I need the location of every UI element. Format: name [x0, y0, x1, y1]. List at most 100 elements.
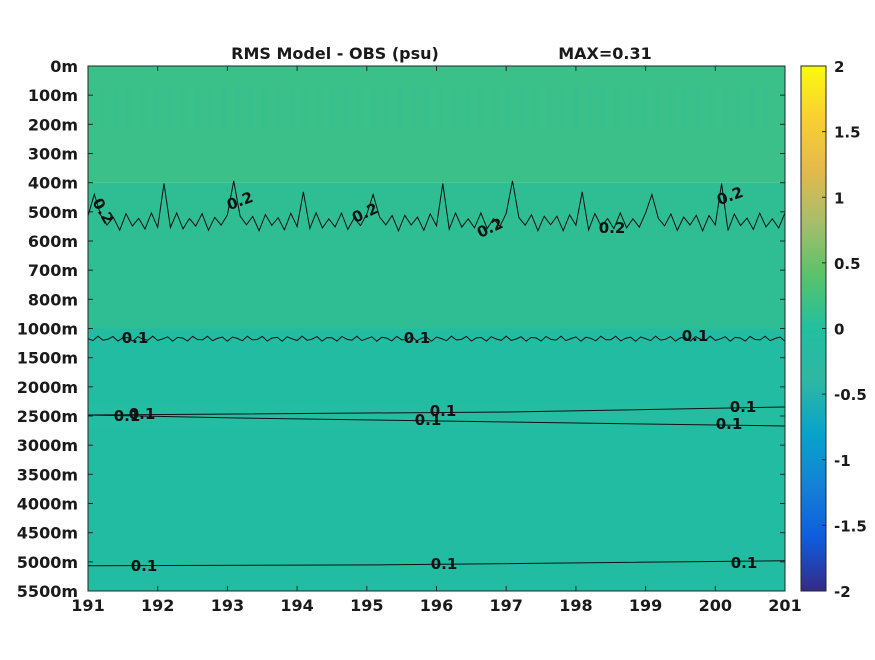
field-streak [479, 88, 484, 130]
contour-label-0.2: 0.2 [599, 219, 626, 237]
field-streak [181, 88, 186, 130]
contour-label-0.2-group: 0.2 [599, 219, 626, 237]
contour-label-0.1-mid-a-group: 0.1 [430, 402, 457, 420]
x-tick-label: 200 [699, 596, 732, 615]
field-streak [452, 88, 457, 130]
contour-0.1-mid-b [87, 414, 786, 427]
contour-label-0.1-mid-b-group: 0.1 [415, 411, 442, 429]
field-streak [600, 88, 605, 130]
field-streak [533, 88, 538, 130]
y-tick-label: 4500m [17, 524, 78, 543]
field-streak [587, 88, 592, 130]
chart-title: RMS Model - OBS (psu) [231, 44, 439, 63]
contour-label-0.1-deep: 0.1 [131, 557, 158, 575]
field-streak [343, 88, 348, 130]
field-streak [668, 88, 673, 130]
field-streak [424, 88, 429, 130]
y-tick-label: 4000m [17, 495, 78, 514]
field-streak [695, 88, 700, 130]
contour-label-0.1-upper: 0.1 [682, 327, 709, 345]
y-tick-label: 700m [28, 261, 78, 280]
axes: 0m 100m 200m 300m 400m 500m 600m 700m 800m 1000m 1… [17, 57, 802, 615]
field-streak [370, 88, 375, 130]
contour-label-0.1-deep: 0.1 [731, 554, 758, 572]
contour-label-0.1-mid-b: 0.1 [716, 415, 743, 433]
max-label: MAX=0.31 [558, 44, 652, 63]
field-streak [682, 88, 687, 130]
contour-label-0.1-deep: 0.1 [431, 555, 458, 573]
y-tick-label: 100m [28, 86, 78, 105]
y-tick-label: 600m [28, 232, 78, 251]
colorbar-tick-label: 1 [834, 189, 844, 207]
colorbar-tick-label: -1.5 [834, 517, 867, 535]
field-streak [194, 88, 199, 130]
y-tick-label: 1000m [17, 320, 78, 339]
colorbar-tick-label: 0 [834, 321, 844, 339]
colorbar-tick-label: 0.5 [834, 255, 861, 273]
field-streak [736, 88, 741, 130]
colorbar-tick-label: -0.5 [834, 386, 867, 404]
field-streak [262, 88, 267, 130]
contour-label-0.1-mid-a: 0.1 [129, 405, 156, 423]
y-tick-label: 300m [28, 145, 78, 164]
y-tick-label: 400m [28, 174, 78, 193]
y-tick-label: 500m [28, 203, 78, 222]
x-tick-label: 194 [280, 596, 313, 615]
contour-label-0.1-deep-group: 0.1 [131, 557, 158, 575]
contour-label-0.1-upper-group: 0.1 [404, 329, 431, 347]
contour-label-0.1-deep-group: 0.1 [431, 555, 458, 573]
x-tick-label: 198 [559, 596, 592, 615]
contour-label-0.1-mid-a-group: 0.1 [129, 405, 156, 423]
x-tick-label: 201 [768, 596, 801, 615]
y-tick-label: 3500m [17, 465, 78, 484]
x-tick-label: 199 [629, 596, 662, 615]
y-tick-label: 3000m [17, 436, 78, 455]
field-streak [208, 88, 213, 130]
field-streak [316, 88, 321, 130]
plot-area [88, 66, 785, 591]
field-streak [384, 88, 389, 130]
field-band [88, 66, 785, 183]
field-streak [411, 88, 416, 130]
x-tick-label: 191 [71, 596, 104, 615]
contour-label-0.1-upper-group: 0.1 [682, 327, 709, 345]
contour-label-0.1-mid-a: 0.1 [730, 398, 757, 416]
contour-label-0.1-deep-group: 0.1 [731, 554, 758, 572]
contour-0.1-upper [87, 335, 786, 342]
field-streak [276, 88, 281, 130]
y-tick-label: 2500m [17, 407, 78, 426]
y-tick-label: 800m [28, 290, 78, 309]
contour-0.2 [87, 180, 786, 233]
field-streak [465, 88, 470, 130]
y-tick-label: 5000m [17, 553, 78, 572]
field-band [88, 328, 785, 591]
field-streak [235, 88, 240, 130]
x-tick-label: 196 [420, 596, 453, 615]
field-streak [655, 88, 660, 130]
x-tick-label: 197 [489, 596, 522, 615]
field-streak [641, 88, 646, 130]
y-tick-label: 5500m [17, 582, 78, 601]
colorbar: 2 1.5 1 0.5 0 -0.5 -1 -1.5 -2 [800, 58, 867, 601]
contour-label-0.1-mid-a: 0.1 [430, 402, 457, 420]
contour-label-0.1-mid-a-group: 0.1 [730, 398, 757, 416]
y-tick-label: 200m [28, 115, 78, 134]
x-tick-label: 192 [141, 596, 174, 615]
field-streak [628, 88, 633, 130]
field-streak [722, 88, 727, 130]
colorbar-tick-label: 2 [834, 58, 844, 76]
field-streak [330, 88, 335, 130]
contour-label-0.1-mid-b-group: 0.1 [114, 407, 141, 425]
field-streak [167, 88, 172, 130]
field-streak [100, 88, 104, 130]
contour-label-0.1-mid-b-group: 0.1 [716, 415, 743, 433]
x-tick-label: 195 [350, 596, 383, 615]
field-streak [506, 88, 511, 130]
field-streak [763, 88, 768, 130]
contour-0.1-mid-a [87, 406, 786, 416]
field-streak [289, 88, 294, 130]
field-band [88, 182, 785, 329]
y-tick-label: 1500m [17, 349, 78, 368]
